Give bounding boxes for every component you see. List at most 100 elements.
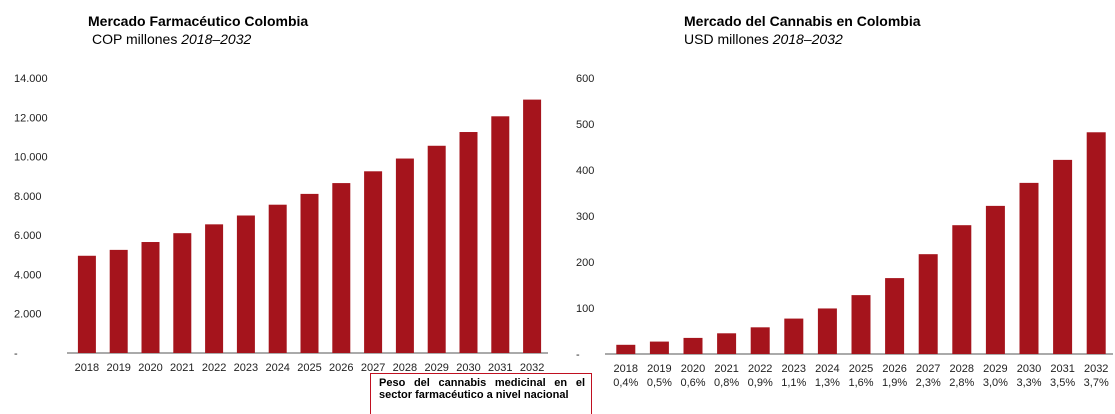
- cannabis-bar: [616, 344, 636, 354]
- pharma-bar: [523, 99, 542, 353]
- pharma-bar: [173, 233, 192, 353]
- pharma-x-tick-label: 2025: [297, 362, 321, 374]
- cannabis-bar: [952, 225, 972, 354]
- pharma-x-tick-label: 2027: [361, 362, 385, 374]
- pharma-x-tick-label: 2019: [106, 362, 130, 374]
- cannabis-ytick-label: 200: [576, 257, 594, 269]
- pharma-bar: [77, 255, 96, 353]
- pharma-bar: [491, 116, 510, 353]
- pharma-bar: [205, 224, 224, 353]
- pharma-x-tick-label: 2026: [329, 362, 353, 374]
- cannabis-x-tick-label: 2032: [1084, 363, 1108, 375]
- cannabis-x-tick-label: 2027: [916, 363, 940, 375]
- cannabis-share-label: 1,3%: [815, 377, 840, 389]
- cannabis-share-label: 0,4%: [613, 377, 638, 389]
- cannabis-bar: [1019, 182, 1039, 354]
- cannabis-ytick-label: -: [576, 349, 580, 361]
- pharma-x-tick-label: 2018: [75, 362, 99, 374]
- cannabis-x-tick-label: 2019: [647, 363, 671, 375]
- cannabis-bar: [784, 318, 804, 354]
- cannabis-x-tick-label: 2023: [782, 363, 806, 375]
- pharma-bar: [141, 242, 160, 353]
- pharma-ytick-label: 12.000: [14, 112, 48, 124]
- pharma-x-tick-label: 2023: [234, 362, 258, 374]
- pharma-bar: [236, 215, 255, 353]
- pharma-x-tick-label: 2030: [456, 362, 480, 374]
- cannabis-share-label: 0,9%: [748, 377, 773, 389]
- cannabis-bar: [851, 295, 871, 354]
- cannabis-x-tick-label: 2029: [983, 363, 1007, 375]
- cannabis-share-label: 3,5%: [1050, 377, 1075, 389]
- cannabis-bar: [717, 333, 737, 354]
- cannabis-ytick-label: 100: [576, 303, 594, 315]
- cannabis-x-tick-label: 2022: [748, 363, 772, 375]
- cannabis-ytick-label: 400: [576, 165, 594, 177]
- right-subtitle-period: 2018–2032: [772, 31, 843, 47]
- pharma-ytick-label: 14.000: [14, 73, 48, 85]
- right-subtitle-unit: USD millones: [684, 31, 769, 47]
- cannabis-share-label: 1,6%: [848, 377, 873, 389]
- pharma-bar: [332, 183, 351, 353]
- cannabis-share-label: 2,8%: [949, 377, 974, 389]
- pharma-ytick-label: -: [14, 348, 18, 360]
- pharma-x-tick-label: 2028: [393, 362, 417, 374]
- left-subtitle-period: 2018–2032: [181, 31, 252, 47]
- cannabis-bar: [683, 337, 703, 354]
- cannabis-x-tick-label: 2024: [815, 363, 839, 375]
- pharma-ytick-label: 4.000: [14, 269, 42, 281]
- cannabis-bar: [649, 341, 669, 354]
- cannabis-x-tick-label: 2025: [849, 363, 873, 375]
- cannabis-x-tick-label: 2030: [1017, 363, 1041, 375]
- pharma-x-tick-label: 2029: [424, 362, 448, 374]
- cannabis-ytick-label: 600: [576, 73, 594, 85]
- cannabis-share-label: 3,0%: [983, 377, 1008, 389]
- cannabis-share-note: Peso del cannabis medicinal en el sector…: [370, 373, 592, 414]
- pharma-bar: [395, 158, 414, 353]
- cannabis-bar: [1053, 159, 1073, 354]
- cannabis-share-label: 3,3%: [1016, 377, 1041, 389]
- cannabis-bar: [817, 308, 837, 354]
- cannabis-bar: [750, 327, 770, 354]
- cannabis-x-tick-label: 2031: [1050, 363, 1074, 375]
- pharma-bar: [268, 204, 287, 353]
- pharma-x-tick-label: 2024: [265, 362, 289, 374]
- cannabis-x-tick-label: 2021: [714, 363, 738, 375]
- pharma-bar: [459, 132, 478, 353]
- cannabis-share-label: 3,7%: [1084, 377, 1109, 389]
- cannabis-share-label: 0,5%: [647, 377, 672, 389]
- cannabis-share-label: 0,6%: [680, 377, 705, 389]
- cannabis-x-tick-label: 2018: [614, 363, 638, 375]
- pharma-x-tick-label: 2020: [138, 362, 162, 374]
- pharma-ytick-label: 2.000: [14, 309, 42, 321]
- cannabis-x-tick-label: 2020: [681, 363, 705, 375]
- cannabis-x-tick-label: 2028: [950, 363, 974, 375]
- cannabis-bar: [885, 278, 905, 354]
- cannabis-x-tick-label: 2026: [882, 363, 906, 375]
- pharma-ytick-label: 10.000: [14, 152, 48, 164]
- cannabis-bar: [918, 254, 938, 354]
- pharma-x-tick-label: 2022: [202, 362, 226, 374]
- cannabis-bar: [985, 205, 1005, 354]
- pharma-x-tick-label: 2031: [488, 362, 512, 374]
- cannabis-share-label: 0,8%: [714, 377, 739, 389]
- pharma-bar: [300, 193, 319, 353]
- pharma-bar: [364, 171, 383, 353]
- left-chart-title: Mercado Farmacéutico Colombia: [88, 13, 309, 29]
- cannabis-bar: [1086, 132, 1106, 354]
- left-chart-subtitle: COP millones 2018–2032: [92, 31, 251, 47]
- right-chart-title: Mercado del Cannabis en Colombia: [684, 13, 921, 29]
- pharma-ytick-label: 6.000: [14, 230, 42, 242]
- pharma-x-tick-label: 2032: [520, 362, 544, 374]
- pharma-bar: [427, 145, 446, 353]
- pharma-x-tick-label: 2021: [170, 362, 194, 374]
- cannabis-ytick-label: 500: [576, 119, 594, 131]
- cannabis-share-label: 1,1%: [781, 377, 806, 389]
- cannabis-ytick-label: 300: [576, 211, 594, 223]
- cannabis-share-label: 2,3%: [916, 377, 941, 389]
- right-chart-subtitle: USD millones 2018–2032: [684, 31, 843, 47]
- pharma-bar: [109, 249, 128, 353]
- pharma-ytick-label: 8.000: [14, 191, 42, 203]
- left-subtitle-unit: COP millones: [92, 31, 178, 47]
- cannabis-share-label: 1,9%: [882, 377, 907, 389]
